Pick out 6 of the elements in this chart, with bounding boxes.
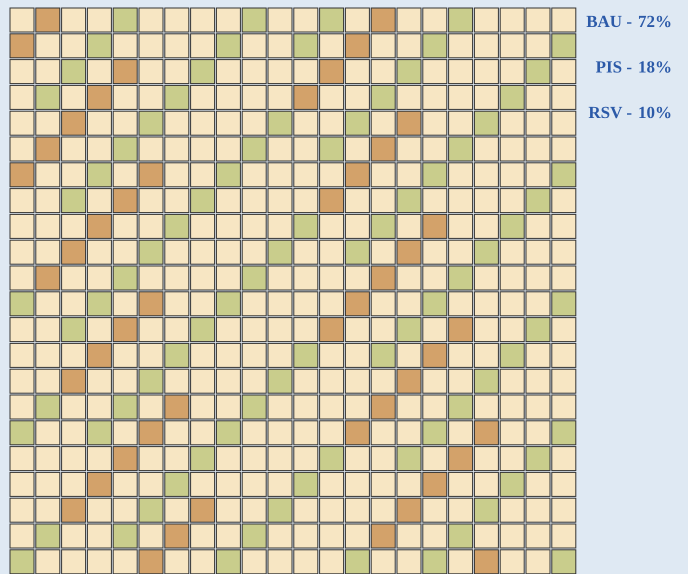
data-label: 72% xyxy=(638,12,672,31)
data-label: 10% xyxy=(638,103,672,122)
data-label: 18% xyxy=(638,58,672,76)
category-label: PIS - xyxy=(596,58,632,76)
category-label: BAU - xyxy=(586,12,632,31)
category-label: RSV - xyxy=(588,103,632,122)
